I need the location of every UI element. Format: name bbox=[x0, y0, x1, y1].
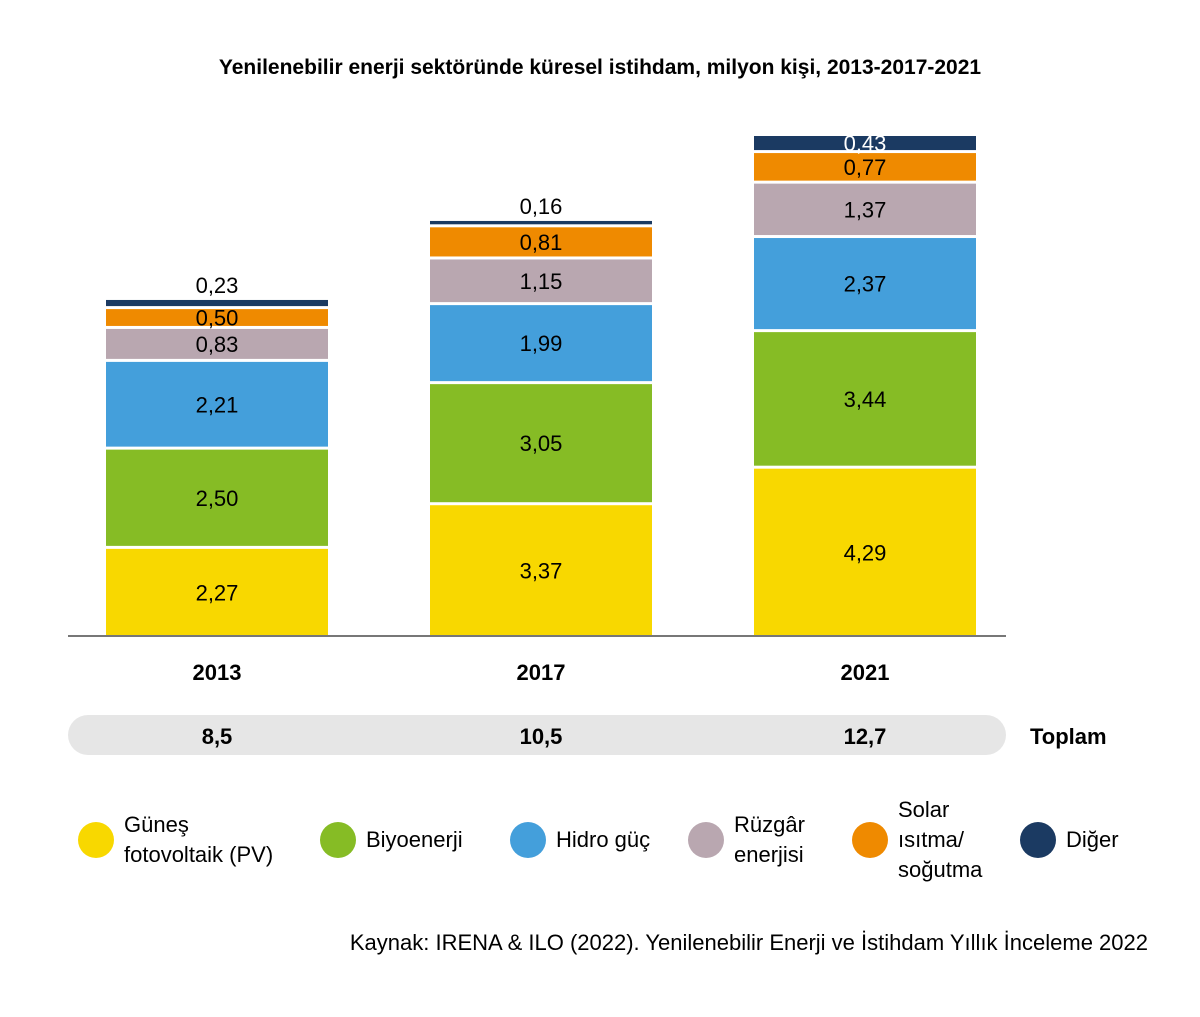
chart-title: Yenilenebilir enerji sektöründe küresel … bbox=[219, 56, 982, 79]
data-label-2017-3: 1,15 bbox=[520, 269, 563, 294]
bar-segment-2017-2 bbox=[430, 305, 652, 382]
legend-item-2: Hidro güç bbox=[510, 790, 650, 890]
legend: Güneş fotovoltaik (PV) Biyoenerji Hidro gü… bbox=[0, 790, 1200, 900]
legend-item-4: Solar ısıtma/ soğutma bbox=[852, 790, 982, 890]
legend-item-1: Biyoenerji bbox=[320, 790, 463, 890]
bar-segment-2013-2 bbox=[106, 361, 328, 447]
bar-segment-2021-0 bbox=[754, 468, 976, 636]
bar-segment-2021-3 bbox=[754, 183, 976, 236]
data-label-2017-4: 0,81 bbox=[520, 230, 563, 255]
stacked-bar-chart: Yenilenebilir enerji sektöründe küresel … bbox=[68, 56, 1107, 755]
data-label-2021-5: 0,43 bbox=[844, 131, 887, 156]
legend-swatch-0 bbox=[78, 822, 114, 858]
data-label-2017-1: 3,05 bbox=[520, 431, 563, 456]
source-note: Kaynak: IRENA & ILO (2022). Yenilenebili… bbox=[349, 930, 1148, 955]
legend-swatch-1 bbox=[320, 822, 356, 858]
legend-swatch-2 bbox=[510, 822, 546, 858]
data-label-2013-5: 0,23 bbox=[196, 273, 239, 298]
year-labels: 2013 2017 2021 bbox=[193, 660, 890, 685]
bar-segment-2017-0 bbox=[430, 505, 652, 636]
legend-label-4: Solar ısıtma/ soğutma bbox=[898, 797, 983, 882]
data-label-2021-2: 2,37 bbox=[844, 272, 887, 297]
legend-item-5: Diğer bbox=[1020, 790, 1119, 890]
bar-segment-2021-4 bbox=[754, 153, 976, 181]
bar-segment-2017-5 bbox=[430, 220, 652, 225]
legend-label-5: Diğer bbox=[1066, 827, 1119, 852]
data-label-2021-4: 0,77 bbox=[844, 155, 887, 180]
data-label-2021-3: 1,37 bbox=[844, 197, 887, 222]
bar-segment-2013-0 bbox=[106, 548, 328, 636]
bar-segment-2017-4 bbox=[430, 227, 652, 257]
data-label-2021-1: 3,44 bbox=[844, 387, 887, 412]
legend-swatch-4 bbox=[852, 822, 888, 858]
totals-label: Toplam bbox=[1030, 724, 1107, 749]
bar-segment-2017-3 bbox=[430, 259, 652, 303]
data-label-2017-2: 1,99 bbox=[520, 331, 563, 356]
total-value-2021: 12,7 bbox=[844, 724, 887, 749]
bar-segment-2021-5 bbox=[754, 136, 976, 151]
data-label-2013-4: 0,50 bbox=[196, 306, 239, 331]
data-label-2017-5: 0,16 bbox=[520, 194, 563, 219]
year-label-2013: 2013 bbox=[193, 660, 242, 685]
legend-label-1: Biyoenerji bbox=[366, 827, 463, 852]
data-label-2021-0: 4,29 bbox=[844, 540, 887, 565]
bar-segment-2013-3 bbox=[106, 328, 328, 359]
bar-segment-2013-5 bbox=[106, 299, 328, 307]
total-value-2013: 8,5 bbox=[202, 724, 233, 749]
year-label-2021: 2021 bbox=[841, 660, 890, 685]
totals-group: 8,5 10,5 12,7 bbox=[202, 724, 887, 749]
bar-segment-2017-1 bbox=[430, 384, 652, 503]
bar-segment-2021-2 bbox=[754, 238, 976, 330]
data-label-2013-0: 2,27 bbox=[196, 580, 239, 605]
legend-swatch-5 bbox=[1020, 822, 1056, 858]
data-label-2013-3: 0,83 bbox=[196, 332, 239, 357]
legend-swatch-3 bbox=[688, 822, 724, 858]
legend-item-3: Rüzgâr enerjisi bbox=[688, 790, 805, 890]
bars-group: 2,27 2,50 2,21 0,830,50 0,23 3,37 3,05 1,99 1,15… bbox=[106, 131, 976, 636]
legend-item-0: Güneş fotovoltaik (PV) bbox=[78, 790, 273, 890]
totals-band bbox=[68, 715, 1006, 755]
bar-segment-2013-1 bbox=[106, 449, 328, 546]
year-label-2017: 2017 bbox=[517, 660, 566, 685]
data-label-2013-2: 2,21 bbox=[196, 392, 239, 417]
legend-label-3: Rüzgâr enerjisi bbox=[734, 812, 805, 867]
bar-segment-2021-1 bbox=[754, 332, 976, 466]
total-value-2017: 10,5 bbox=[520, 724, 563, 749]
legend-label-2: Hidro güç bbox=[556, 827, 651, 852]
data-label-2017-0: 3,37 bbox=[520, 559, 563, 584]
bar-segment-2013-4 bbox=[106, 309, 328, 326]
data-label-2013-1: 2,50 bbox=[196, 486, 239, 511]
legend-label-0: Güneş fotovoltaik (PV) bbox=[124, 812, 274, 867]
